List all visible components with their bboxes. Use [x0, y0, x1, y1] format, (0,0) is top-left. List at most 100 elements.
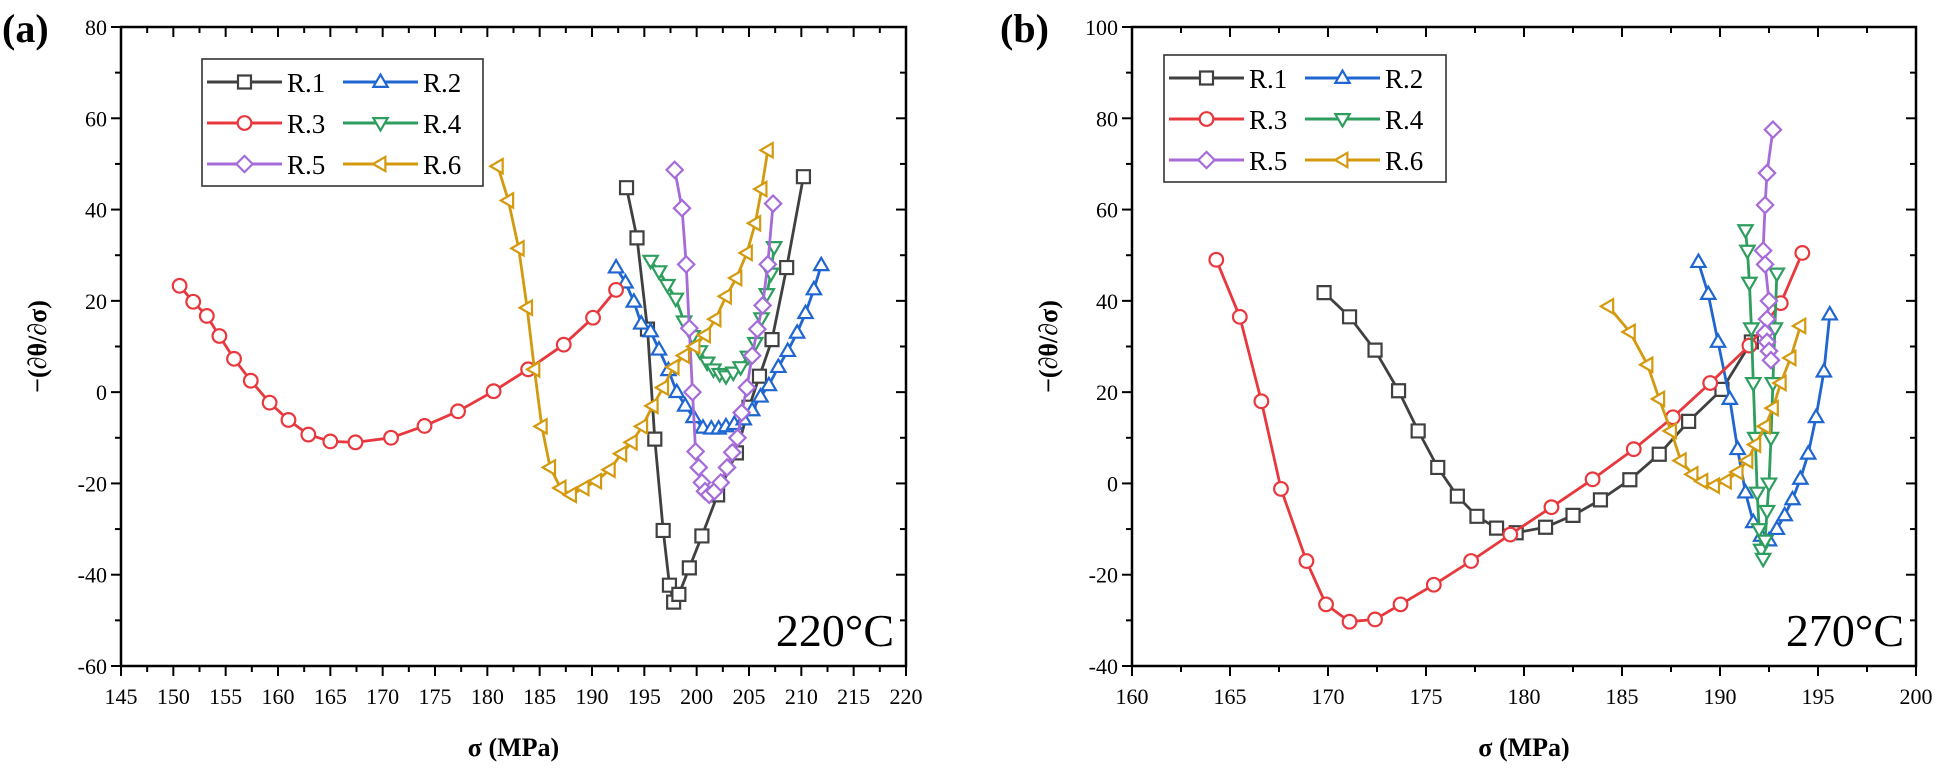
y-tick-label: 20	[1096, 380, 1118, 405]
x-tick-label: 150	[157, 684, 190, 709]
series-R6	[488, 141, 774, 504]
data-point-R6	[695, 326, 712, 345]
data-point-R2	[1720, 389, 1739, 405]
data-point-R2	[778, 341, 797, 358]
data-point-R6	[1755, 417, 1772, 436]
y-tick-label: 20	[85, 289, 107, 314]
data-point-R5	[1763, 120, 1783, 140]
data-point-R3	[1502, 526, 1519, 543]
legend: R.1 R.2 R.3 R.4 R.5 R.6	[201, 58, 484, 187]
data-point-R1	[764, 332, 780, 348]
chart-panel-b: 160 165 170 175 180 185 190 195 200 -40 -20 0 20 40 60…	[1000, 6, 1933, 762]
legend-marker-triangle-down	[1333, 113, 1352, 129]
data-point-R1	[779, 259, 795, 276]
data-point-R5	[1755, 254, 1775, 275]
data-point-R3	[261, 394, 278, 411]
data-point-R6	[586, 472, 603, 491]
data-point-R2	[676, 396, 695, 412]
series-R2	[1689, 252, 1839, 547]
data-point-R6	[532, 417, 548, 436]
data-point-R3	[1584, 471, 1601, 488]
data-point-R6	[1649, 389, 1666, 409]
data-point-R1	[1488, 520, 1505, 536]
legend-label: R.4	[423, 109, 462, 139]
data-point-R5	[747, 319, 768, 339]
data-point-R5	[689, 457, 709, 478]
y-tick-label: 60	[85, 106, 107, 131]
series-line-R1	[1323, 291, 1753, 535]
data-point-R3	[1208, 251, 1225, 268]
x-tick-label: 190	[576, 684, 609, 709]
data-point-R2	[1791, 469, 1810, 485]
data-point-R6	[1790, 316, 1807, 336]
data-point-R2	[1699, 284, 1718, 300]
data-point-R5	[685, 441, 706, 462]
data-point-R6	[488, 157, 504, 176]
data-point-R4	[1757, 504, 1777, 521]
data-point-R2	[1814, 361, 1833, 378]
legend-marker-square	[236, 74, 253, 90]
data-point-R6	[517, 298, 534, 317]
legend-marker-circle	[236, 115, 253, 131]
data-point-R3	[1341, 613, 1358, 630]
series-R1	[618, 169, 812, 610]
data-point-R2	[769, 357, 788, 374]
series-line-R3	[178, 284, 618, 444]
data-point-R1	[1449, 488, 1465, 504]
data-point-R5	[676, 254, 696, 275]
data-point-R5	[758, 254, 778, 275]
legend-label: R.3	[287, 109, 325, 139]
x-tick-label: 190	[1704, 684, 1737, 709]
series-R5	[665, 160, 783, 505]
data-point-R5	[737, 377, 757, 398]
data-point-R4	[1750, 523, 1769, 539]
data-point-R3	[1392, 596, 1409, 613]
x-tick-label: 170	[1312, 684, 1345, 709]
data-point-R3	[300, 426, 317, 443]
legend-item-R5: R.5	[207, 150, 325, 180]
data-point-R1	[655, 522, 671, 539]
data-point-R6	[751, 179, 768, 199]
data-point-R5	[763, 193, 783, 214]
y-axis-title: −(∂θ/∂σ)	[23, 300, 52, 393]
data-point-R2	[812, 255, 831, 272]
data-point-R3	[555, 336, 572, 353]
data-point-R6	[509, 239, 525, 258]
x-tick-label: 185	[1606, 684, 1639, 709]
data-point-R4	[1744, 377, 1763, 393]
data-point-R6	[716, 287, 732, 306]
data-point-R3	[585, 309, 601, 326]
data-point-R6	[674, 346, 691, 365]
data-point-R1	[1410, 423, 1426, 439]
data-point-R3	[1463, 553, 1480, 569]
data-point-R1	[1390, 383, 1407, 399]
x-tick-label: 175	[1410, 684, 1443, 709]
x-tick-label: 180	[1508, 684, 1541, 709]
data-point-R3	[347, 434, 364, 451]
legend-label: R.5	[287, 150, 325, 180]
legend-label: R.5	[1249, 146, 1287, 176]
data-point-R1	[1622, 472, 1638, 488]
data-point-R1	[795, 169, 812, 185]
data-point-R3	[1794, 245, 1811, 261]
legend-marker-diamond	[234, 154, 255, 174]
temperature-annotation: 270°C	[1786, 605, 1904, 656]
data-point-R5	[722, 442, 742, 463]
data-point-R6	[600, 460, 616, 479]
data-point-R6	[1637, 355, 1654, 374]
data-point-R3	[322, 433, 339, 450]
series-R4	[1736, 224, 1786, 569]
data-point-R5	[1753, 240, 1773, 261]
data-point-R3	[280, 412, 297, 428]
data-point-R4	[1742, 322, 1761, 338]
legend-label: R.3	[1249, 105, 1287, 135]
data-point-R1	[618, 180, 635, 196]
x-tick-label: 195	[1802, 684, 1835, 709]
data-point-R3	[198, 307, 215, 324]
data-point-R5	[752, 295, 773, 316]
y-tick-label: 40	[1096, 289, 1118, 314]
series-R5	[1753, 120, 1783, 370]
data-point-R6	[1737, 451, 1754, 470]
legend-marker-triangle-down	[371, 117, 390, 133]
y-tick-label: -40	[78, 563, 107, 588]
